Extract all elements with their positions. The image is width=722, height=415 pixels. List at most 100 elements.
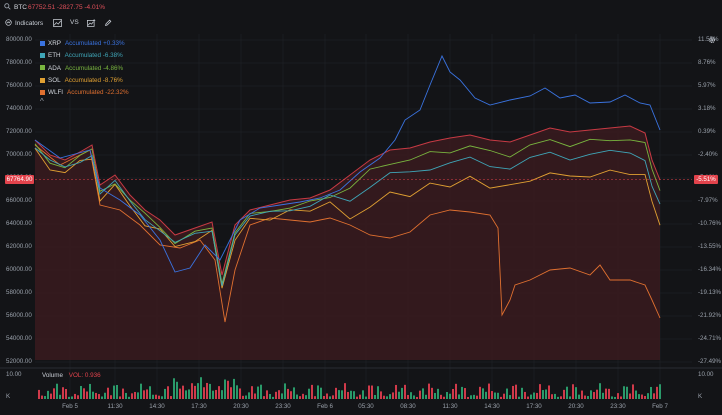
volume-bar bbox=[437, 388, 439, 399]
draw-pencil-icon[interactable] bbox=[104, 19, 112, 27]
volume-bar bbox=[320, 387, 322, 399]
legend-value: Accumulated +0.33% bbox=[64, 40, 125, 47]
volume-bar bbox=[449, 393, 451, 399]
volume-bar bbox=[650, 386, 652, 399]
volume-bar bbox=[173, 378, 175, 399]
volume-bar bbox=[515, 384, 517, 399]
vs-button[interactable]: VS bbox=[70, 19, 79, 26]
volume-value: VOL: 0.936 bbox=[68, 372, 101, 379]
volume-bar bbox=[311, 384, 313, 399]
gear-icon[interactable] bbox=[708, 36, 716, 44]
volume-bar bbox=[638, 394, 640, 399]
series-line-wlfi bbox=[34, 144, 661, 323]
volume-bar bbox=[422, 388, 424, 399]
volume-bar bbox=[542, 390, 544, 399]
indicators-label: Indicators bbox=[15, 20, 44, 27]
time-axis-tick: Feb 6 bbox=[317, 403, 333, 410]
volume-bar bbox=[125, 392, 127, 399]
volume-axis-top: 10.00 bbox=[6, 371, 22, 378]
volume-bar bbox=[590, 390, 592, 399]
volume-bar bbox=[170, 396, 172, 399]
time-axis-tick: 11:30 bbox=[442, 403, 458, 410]
volume-bar bbox=[62, 387, 64, 399]
volume-bar bbox=[596, 389, 598, 399]
volume-bar bbox=[194, 385, 196, 399]
volume-title: Volume bbox=[42, 372, 64, 379]
collapse-legend-icon[interactable]: ^ bbox=[40, 97, 44, 106]
volume-bar bbox=[71, 396, 73, 399]
volume-bar bbox=[485, 391, 487, 399]
volume-bar bbox=[296, 394, 298, 399]
volume-bar bbox=[374, 395, 376, 399]
volume-bar bbox=[521, 387, 523, 399]
volume-bar bbox=[104, 392, 106, 399]
chart-type-icon[interactable] bbox=[53, 19, 62, 27]
series-line-ada bbox=[34, 138, 661, 284]
legend-item-sol[interactable]: SOL Accumulated -8.76% bbox=[40, 75, 129, 87]
left-axis-tick: 60000.00 bbox=[6, 266, 32, 273]
volume-bar bbox=[275, 391, 277, 399]
volume-bar bbox=[233, 378, 235, 399]
volume-bar bbox=[536, 392, 538, 399]
volume-bar bbox=[470, 395, 472, 399]
volume-bar bbox=[74, 393, 76, 399]
compare-icon[interactable] bbox=[87, 19, 96, 27]
volume-bar bbox=[611, 396, 613, 399]
volume-bar bbox=[509, 395, 511, 399]
volume-bar bbox=[50, 393, 52, 399]
volume-bar bbox=[302, 393, 304, 399]
volume-bar bbox=[164, 388, 166, 399]
volume-bar bbox=[185, 390, 187, 399]
volume-bar bbox=[53, 388, 55, 399]
time-axis-tick: 11:30 bbox=[107, 403, 123, 410]
indicators-button[interactable]: Indicators bbox=[5, 19, 43, 27]
symbol-bar: BTC 67752.51 -2827.75 -4.01% bbox=[0, 0, 722, 14]
left-axis-tick: 76000.00 bbox=[6, 82, 32, 89]
right-axis-tick: -21.92% bbox=[698, 312, 722, 319]
volume-bar bbox=[440, 394, 442, 399]
volume-bar bbox=[281, 393, 283, 399]
volume-legend: Volume VOL: 0.936 bbox=[42, 372, 101, 379]
right-axis-tick: -13.55% bbox=[698, 243, 722, 250]
symbol-name[interactable]: BTC bbox=[14, 4, 27, 11]
volume-bar bbox=[572, 384, 574, 399]
volume-bar bbox=[356, 396, 358, 399]
volume-bar bbox=[224, 379, 226, 399]
volume-bar bbox=[380, 391, 382, 399]
volume-bar bbox=[386, 396, 388, 399]
volume-bar bbox=[587, 396, 589, 399]
volume-bar bbox=[47, 390, 49, 399]
volume-bar bbox=[524, 391, 526, 399]
volume-bar bbox=[179, 388, 181, 399]
legend-item-ada[interactable]: ADA Accumulated -4.86% bbox=[40, 63, 129, 75]
right-axis-tick: -24.71% bbox=[698, 335, 722, 342]
volume-bar bbox=[314, 396, 316, 399]
volume-bar bbox=[482, 388, 484, 399]
legend-item-xrp[interactable]: XRP Accumulated +0.33% bbox=[40, 38, 129, 50]
volume-bar bbox=[305, 395, 307, 399]
volume-bar bbox=[512, 385, 514, 399]
volume-bar bbox=[383, 395, 385, 399]
right-axis-tick: -2.40% bbox=[698, 151, 718, 158]
volume-bar bbox=[614, 396, 616, 399]
volume-bar bbox=[344, 383, 346, 399]
left-axis-tick: 80000.00 bbox=[6, 36, 32, 43]
volume-bar bbox=[209, 383, 211, 399]
volume-bar bbox=[401, 387, 403, 399]
volume-bar bbox=[389, 394, 391, 399]
legend-item-wlfi[interactable]: WLFI Accumulated -22.32% bbox=[40, 87, 129, 99]
time-axis-tick: 17:30 bbox=[191, 403, 207, 410]
volume-bar bbox=[359, 394, 361, 399]
legend-item-eth[interactable]: ETH Accumulated -6.38% bbox=[40, 50, 129, 62]
volume-bar bbox=[545, 389, 547, 399]
legend-value: Accumulated -6.38% bbox=[64, 52, 123, 60]
volume-bar bbox=[506, 388, 508, 399]
search-icon[interactable] bbox=[4, 3, 11, 10]
volume-bar bbox=[608, 388, 610, 399]
volume-bar bbox=[59, 394, 61, 399]
volume-bar bbox=[266, 390, 268, 399]
left-axis-tick: 70000.00 bbox=[6, 151, 32, 158]
current-percent-badge: -5.51% bbox=[694, 175, 718, 184]
volume-bar bbox=[635, 390, 637, 399]
